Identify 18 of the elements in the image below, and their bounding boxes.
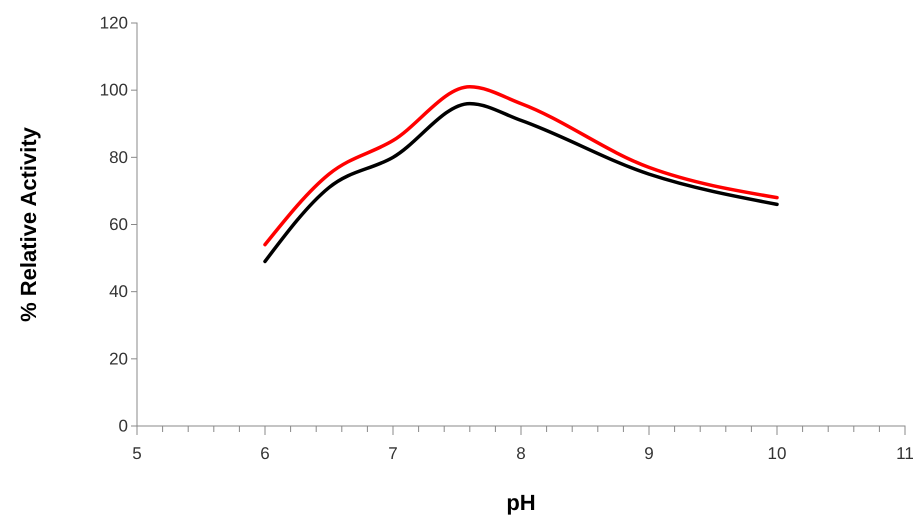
y-tick-label: 80 — [109, 148, 128, 167]
x-tick-label: 10 — [768, 444, 786, 463]
line-series — [263, 85, 779, 246]
x-tick-label: 5 — [132, 444, 142, 463]
x-tick-label: 9 — [644, 444, 654, 463]
y-tick-label: 40 — [109, 282, 128, 302]
y-axis-title: % Relative Activity — [16, 126, 41, 322]
y-tick-label: 20 — [109, 349, 128, 368]
y-tick-label: 100 — [100, 80, 128, 100]
line-series — [263, 102, 779, 264]
y-tick-label: 0 — [118, 416, 128, 436]
x-axis-title: pH — [506, 490, 536, 515]
y-tick-label: 120 — [100, 13, 128, 32]
x-tick-label: 7 — [388, 444, 398, 463]
x-tick-label: 11 — [896, 444, 914, 463]
x-tick-label: 6 — [260, 444, 270, 463]
y-tick-label: 60 — [109, 214, 128, 234]
x-tick-label: 8 — [516, 444, 526, 463]
